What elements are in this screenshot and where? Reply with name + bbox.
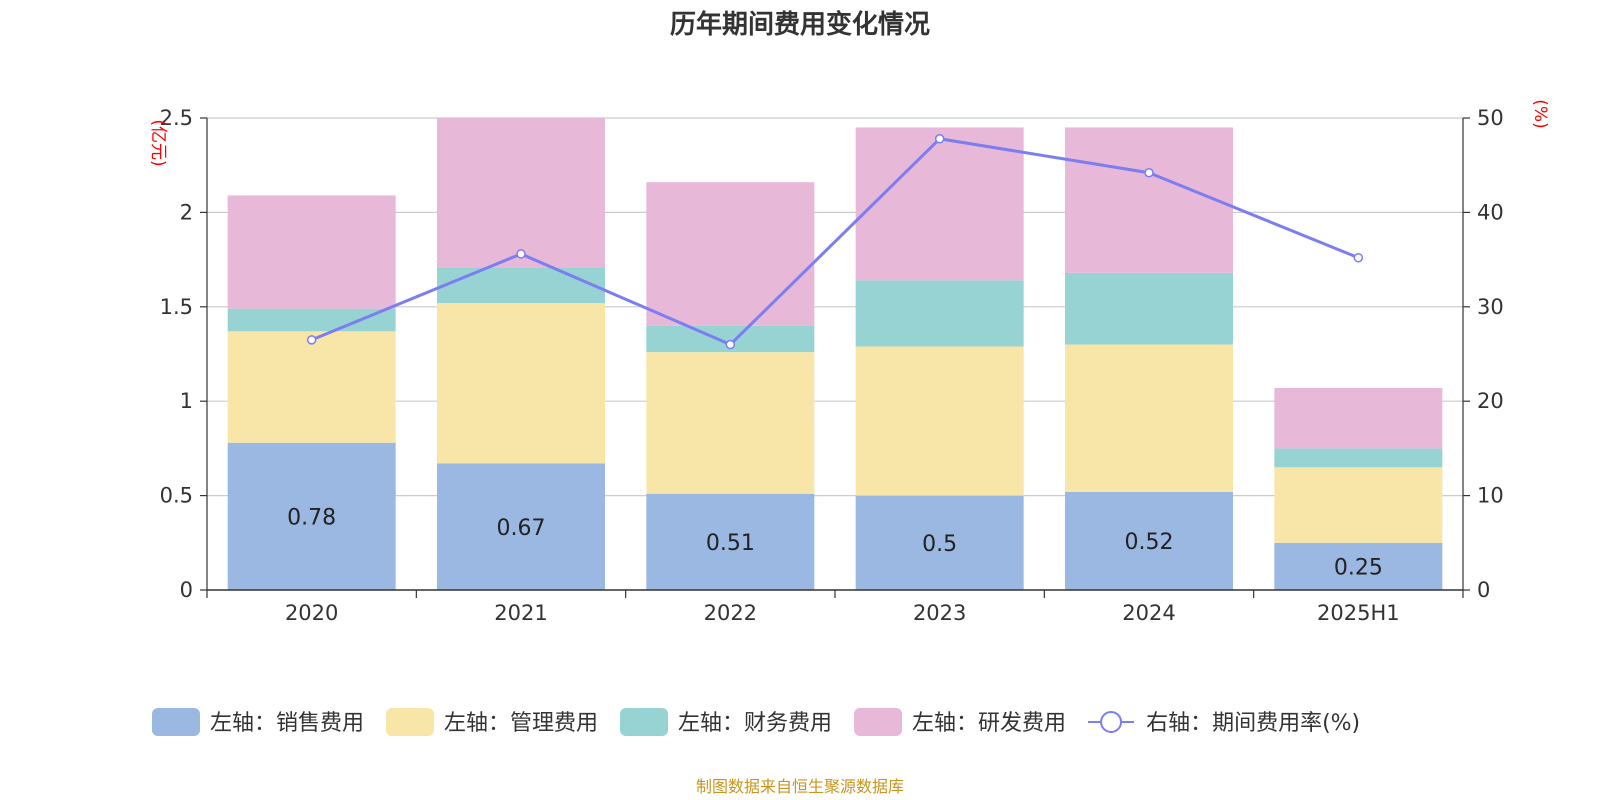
rate-line xyxy=(306,134,1364,350)
right-axis-tick-label: 50 xyxy=(1477,106,1504,130)
source-note: 制图数据来自恒生聚源数据库 xyxy=(696,777,904,796)
rate-point xyxy=(934,134,945,144)
bar-data-label: 0.78 xyxy=(287,505,336,530)
bar-segment xyxy=(855,346,1024,496)
legend-label: 右轴：期间费用率(%) xyxy=(1146,711,1360,736)
bar-segment xyxy=(1274,467,1443,543)
bar-segment xyxy=(855,127,1024,281)
legend-item: 左轴：销售费用 xyxy=(152,708,364,736)
bar-data-label: 0.51 xyxy=(706,531,755,556)
bar-data-label: 0.52 xyxy=(1125,530,1174,555)
data-labels: 0.78 0.67 0.51 0.5 0.52 0.25 xyxy=(287,505,1383,580)
bar-data-label: 0.5 xyxy=(922,532,957,557)
legend-item: 左轴：管理费用 xyxy=(386,708,598,736)
bar-segment xyxy=(1065,491,1233,590)
right-axis-tick-label: 20 xyxy=(1477,389,1504,413)
bar-segment xyxy=(227,308,396,332)
bar-segment xyxy=(646,182,815,326)
rate-point xyxy=(516,249,526,259)
left-axis-tick-label: 0.5 xyxy=(160,484,193,508)
bar-segment xyxy=(437,303,605,464)
legend-label: 左轴：研发费用 xyxy=(912,711,1066,736)
bar-segment xyxy=(1065,272,1233,345)
legend-label: 左轴：销售费用 xyxy=(210,711,364,736)
bar-segment xyxy=(227,442,396,590)
left-axis-tick-label: 1.5 xyxy=(160,295,193,319)
bar-segment xyxy=(855,280,1024,347)
left-axis-unit: (亿元) xyxy=(148,119,168,166)
right-axis-tick-label: 10 xyxy=(1477,484,1504,508)
legend-swatch xyxy=(152,708,200,736)
chart-title: 历年期间费用变化情况 xyxy=(670,9,930,40)
bar-data-label: 0.67 xyxy=(497,516,546,541)
bar-segment xyxy=(437,463,605,590)
legend-item: 左轴：财务费用 xyxy=(620,708,832,736)
bar-segment xyxy=(437,118,605,268)
bar-segment xyxy=(1274,387,1443,449)
right-axis-tick-label: 0 xyxy=(1477,578,1490,602)
bar-segment xyxy=(1065,127,1233,273)
legend-item: 右轴：期间费用率(%) xyxy=(1088,711,1360,736)
right-axis-tick-label: 30 xyxy=(1477,295,1504,319)
x-axis-tick-label: 2021 xyxy=(494,601,547,625)
legend-item: 左轴：研发费用 xyxy=(854,708,1066,736)
right-axis-tick-label: 40 xyxy=(1477,200,1504,224)
right-axis-unit: (%) xyxy=(1530,99,1550,128)
bar-segment xyxy=(1274,448,1443,468)
gridlines xyxy=(207,117,1463,497)
x-axis-tick-label: 2024 xyxy=(1122,601,1175,625)
bar-segment xyxy=(437,267,605,304)
rate-point xyxy=(1144,168,1154,178)
bar-segment xyxy=(227,195,396,309)
bar-data-label: 0.25 xyxy=(1334,555,1383,580)
legend-label: 左轴：财务费用 xyxy=(678,711,832,736)
rate-line-path xyxy=(311,137,1359,347)
legend-marker xyxy=(1100,711,1123,733)
x-axis-tick-label: 2022 xyxy=(704,601,757,625)
x-axis-tick-label: 2020 xyxy=(285,601,338,625)
legend-swatch xyxy=(386,708,435,736)
bar-segment xyxy=(227,331,396,443)
bar-segment xyxy=(646,352,815,494)
x-axis-tick-label: 2023 xyxy=(913,601,966,625)
left-axis-tick-label: 2 xyxy=(180,200,193,224)
left-axis-tick-label: 0 xyxy=(180,578,193,602)
legend: 左轴：销售费用 左轴：管理费用 左轴：财务费用 左轴：研发费用 右轴：期间费用率(%) xyxy=(152,708,1360,736)
legend-swatch xyxy=(620,708,669,736)
bar-segment xyxy=(855,495,1024,590)
x-axis-tick-label: 2025H1 xyxy=(1317,601,1400,625)
legend-swatch xyxy=(854,708,903,736)
bar-segment xyxy=(1274,542,1443,590)
bar-segment xyxy=(1065,344,1233,492)
rate-point xyxy=(1353,252,1364,263)
left-axis-tick-label: 2.5 xyxy=(160,106,193,130)
bars xyxy=(227,118,1443,590)
bar-segment xyxy=(646,493,815,590)
rate-point xyxy=(725,339,736,350)
left-axis-tick-label: 1 xyxy=(180,389,193,413)
legend-label: 左轴：管理费用 xyxy=(444,711,598,736)
rate-point xyxy=(306,335,317,345)
